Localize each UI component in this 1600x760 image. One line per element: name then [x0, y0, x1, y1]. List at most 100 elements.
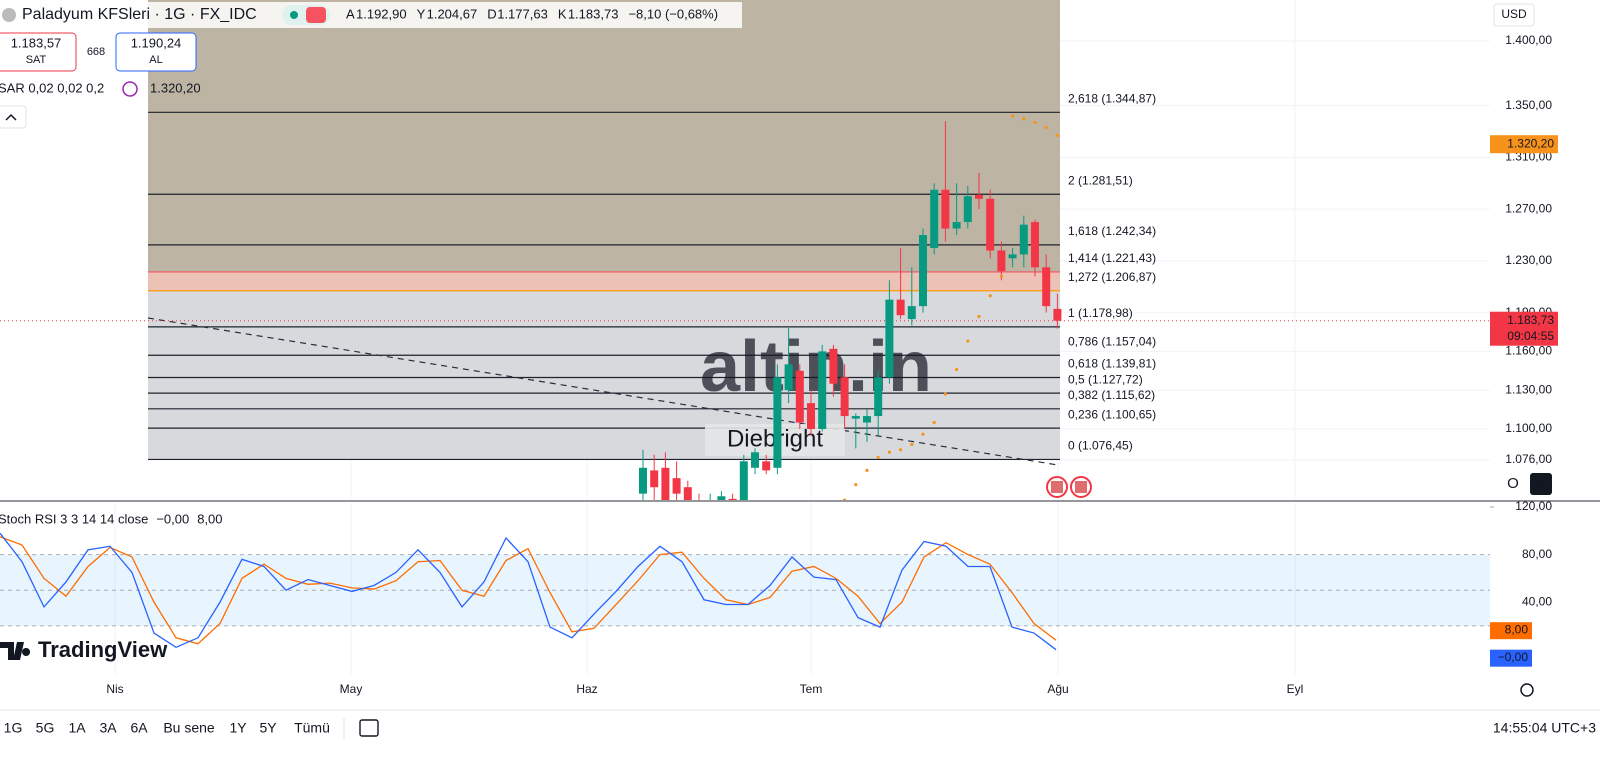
- candle-body: [672, 478, 681, 494]
- stoch-badge-label: 8,00: [1505, 622, 1529, 636]
- range-button[interactable]: Tümü: [294, 720, 330, 736]
- candle-body: [963, 196, 972, 223]
- fib-label: 1,414 (1.221,43): [1068, 251, 1156, 265]
- sar-dot: [943, 392, 948, 396]
- range-button[interactable]: 6A: [130, 720, 148, 736]
- countdown: 09:04:55: [1507, 329, 1554, 343]
- price-pane: 2,618 (1.344,87) 2 (1.281,51) 1,618 (1.242…: [0, 0, 1490, 500]
- x-tick-label: May: [340, 682, 363, 696]
- event-flag-inner: [1051, 481, 1063, 493]
- fib-zone: [148, 0, 1060, 291]
- fib-label: 1,618 (1.242,34): [1068, 224, 1156, 238]
- sar-dot: [932, 420, 936, 425]
- buy-button[interactable]: [115, 32, 197, 72]
- button-l-bg[interactable]: [1530, 473, 1552, 495]
- candle-body: [807, 403, 815, 429]
- sar-dot: [955, 367, 959, 372]
- candle-body: [986, 198, 995, 251]
- sell-price: 1.183,57: [11, 35, 62, 50]
- y-tick-label: 1.160,00: [1505, 344, 1552, 358]
- candle-body: [683, 487, 692, 500]
- range-button[interactable]: 1A: [68, 720, 86, 736]
- sar-dot: [910, 442, 914, 447]
- sar-dot: [876, 455, 880, 460]
- y-tick-label: 1.130,00: [1505, 382, 1552, 396]
- ohlc-value: 1.192,90: [356, 6, 407, 21]
- stoch-badge: [1490, 649, 1532, 667]
- settings-icon[interactable]: [1520, 683, 1534, 697]
- sar-dot: [1011, 114, 1015, 118]
- range-button[interactable]: 3A: [99, 720, 117, 736]
- x-tick-label: Nis: [106, 682, 123, 696]
- stoch-badge-label: −0,00: [1498, 650, 1529, 664]
- candle-body: [907, 306, 916, 320]
- button-o[interactable]: O: [1507, 475, 1519, 492]
- range-button[interactable]: Bu sene: [163, 720, 215, 736]
- candle-body: [885, 299, 894, 378]
- candle-body: [818, 351, 827, 429]
- logo: TradingView: [38, 637, 168, 662]
- buy-label: AL: [149, 54, 162, 66]
- fib-label: 0,382 (1.115,62): [1068, 388, 1155, 402]
- candle-body: [762, 461, 771, 471]
- range-button[interactable]: 1Y: [229, 720, 247, 736]
- watermark: altin.in: [700, 327, 932, 407]
- stoch-title: Stoch RSI 3 3 14 14 close: [0, 511, 148, 526]
- candle-body: [739, 461, 748, 500]
- candle-body: [1019, 224, 1028, 255]
- sar-legend-value: 1.320,20: [150, 80, 201, 95]
- x-tick-label: Tem: [800, 682, 823, 696]
- candle-body: [896, 299, 905, 316]
- fib-label: 0,236 (1.100,65): [1068, 407, 1156, 421]
- sar-dot: [899, 448, 903, 452]
- stoch-badge: [1490, 622, 1532, 640]
- event-flag-inner: [1075, 481, 1087, 493]
- candle-body: [717, 496, 726, 500]
- candle-body: [1053, 308, 1062, 321]
- ohlc-value: 1.204,67: [427, 6, 478, 21]
- candle-body: [930, 189, 939, 248]
- sar-dot: [865, 468, 869, 472]
- currency-box[interactable]: [1493, 3, 1535, 27]
- candle-body: [751, 452, 759, 468]
- candle-body: [952, 222, 961, 229]
- candle-body: [773, 377, 782, 468]
- sar-dot: [1055, 133, 1059, 138]
- range-button[interactable]: 5G: [36, 720, 55, 736]
- spread: 668: [87, 46, 105, 58]
- sar-dot: [966, 339, 970, 343]
- stoch-tick-label: 40,00: [1522, 594, 1552, 608]
- fib-label: 2,618 (1.344,87): [1068, 91, 1156, 105]
- candle-body: [919, 234, 927, 307]
- ohlc-key: A: [346, 6, 355, 21]
- candle-body: [997, 250, 1006, 272]
- stoch-d-value: 8,00: [197, 511, 222, 526]
- fib-label: 1 (1.178,98): [1068, 306, 1133, 320]
- sar-legend: SAR 0,02 0,02 0,2: [0, 80, 104, 95]
- change: −8,10 (−0,68%): [628, 6, 718, 21]
- sar-dot: [977, 314, 981, 319]
- fib-label: 1,272 (1.206,87): [1068, 270, 1156, 284]
- range-button[interactable]: 5Y: [259, 720, 277, 736]
- sell-button[interactable]: [0, 32, 77, 72]
- sar-dot: [887, 450, 892, 454]
- range-button[interactable]: 1G: [4, 720, 23, 736]
- header-bg: [0, 2, 742, 28]
- candle-body: [784, 364, 793, 391]
- stoch-pane: [0, 503, 1490, 675]
- calendar-icon[interactable]: [359, 719, 379, 737]
- stoch-tick-label: 120,00: [1515, 499, 1552, 513]
- status-icon: [306, 7, 326, 23]
- button-l[interactable]: L: [1537, 475, 1545, 492]
- y-tick-label: 1.076,00: [1505, 452, 1552, 466]
- x-tick-label: Haz: [576, 682, 597, 696]
- ohlc-key: D: [487, 6, 496, 21]
- overlay: 1.400,001.350,001.310,001.270,001.230,00…: [0, 2, 1600, 740]
- symbol: Paladyum KFSleri · 1G · FX_IDC: [22, 6, 257, 23]
- symbol-icon: [2, 8, 16, 22]
- buy-price: 1.190,24: [131, 35, 182, 50]
- fib-label: 0,786 (1.157,04): [1068, 334, 1156, 348]
- candle-body: [941, 189, 950, 229]
- sar-dot: [999, 274, 1004, 278]
